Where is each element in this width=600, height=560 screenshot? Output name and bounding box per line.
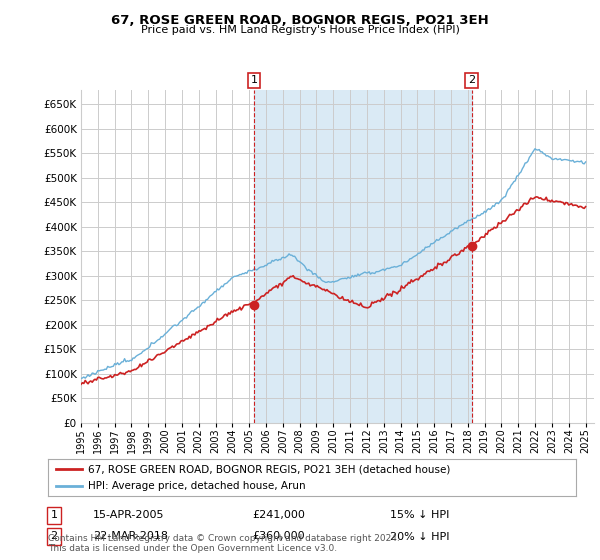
Text: 67, ROSE GREEN ROAD, BOGNOR REGIS, PO21 3EH: 67, ROSE GREEN ROAD, BOGNOR REGIS, PO21 … (111, 14, 489, 27)
Text: 1: 1 (251, 76, 257, 86)
Text: 1: 1 (50, 510, 58, 520)
Text: 20% ↓ HPI: 20% ↓ HPI (390, 531, 449, 542)
Text: Contains HM Land Registry data © Crown copyright and database right 2024.
This d: Contains HM Land Registry data © Crown c… (48, 534, 400, 553)
Text: 2: 2 (50, 531, 58, 542)
Text: £360,000: £360,000 (252, 531, 305, 542)
Text: 67, ROSE GREEN ROAD, BOGNOR REGIS, PO21 3EH (detached house): 67, ROSE GREEN ROAD, BOGNOR REGIS, PO21 … (88, 464, 450, 474)
Text: HPI: Average price, detached house, Arun: HPI: Average price, detached house, Arun (88, 481, 305, 491)
Text: Price paid vs. HM Land Registry's House Price Index (HPI): Price paid vs. HM Land Registry's House … (140, 25, 460, 35)
Text: 15-APR-2005: 15-APR-2005 (93, 510, 164, 520)
Text: 2: 2 (468, 76, 475, 86)
Text: 22-MAR-2018: 22-MAR-2018 (93, 531, 168, 542)
Text: 15% ↓ HPI: 15% ↓ HPI (390, 510, 449, 520)
Text: £241,000: £241,000 (252, 510, 305, 520)
Bar (254, 90, 472, 423)
